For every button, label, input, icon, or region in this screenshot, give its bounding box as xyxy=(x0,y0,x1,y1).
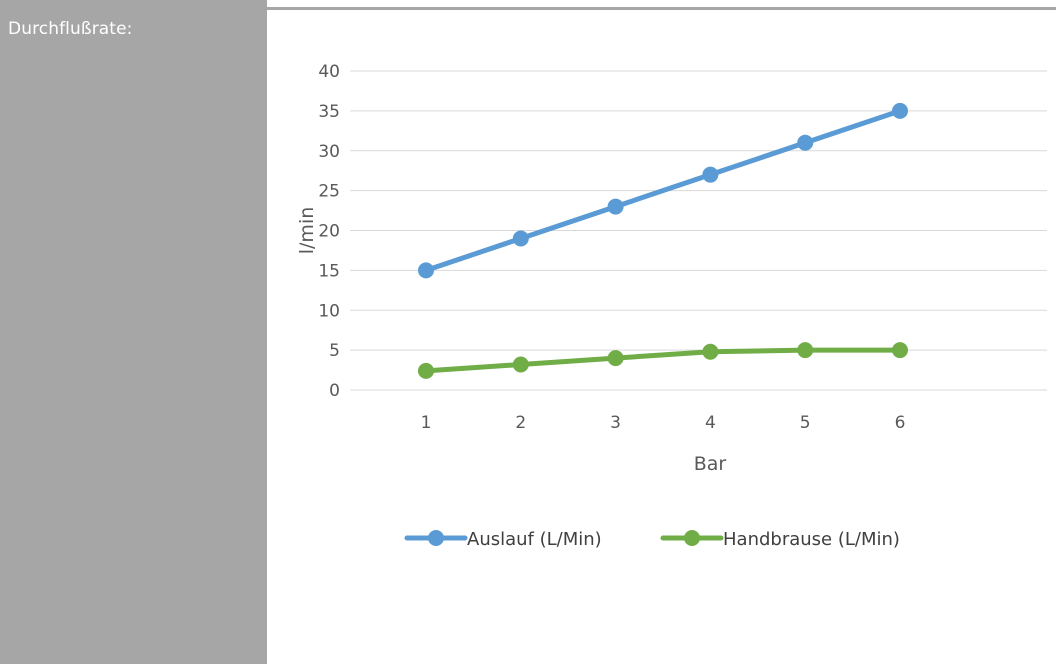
data-point xyxy=(418,362,434,379)
side-panel: Durchflußrate: xyxy=(0,0,267,664)
data-point xyxy=(418,262,434,279)
y-tick-label: 40 xyxy=(318,62,340,82)
y-tick-label: 30 xyxy=(318,142,340,162)
data-point xyxy=(892,102,908,119)
y-tick-label: 0 xyxy=(329,381,340,401)
data-point xyxy=(797,342,814,359)
x-tick-label: 3 xyxy=(610,413,621,433)
y-tick-label: 15 xyxy=(318,261,340,281)
y-tick-labels: 0 5 10 15 20 25 30 35 40 xyxy=(318,62,340,401)
y-tick-label: 5 xyxy=(329,341,340,361)
y-tick-label: 20 xyxy=(318,222,340,242)
x-tick-labels: 1 2 3 4 5 6 xyxy=(421,413,906,433)
y-tick-label: 10 xyxy=(318,301,340,321)
x-tick-label: 4 xyxy=(705,413,716,433)
y-tick-label: 25 xyxy=(318,182,340,202)
data-point xyxy=(892,342,908,359)
data-point xyxy=(702,343,719,360)
y-tick-label: 35 xyxy=(318,102,340,122)
legend: Auslauf (L/Min) Handbrause (L/Min) xyxy=(404,529,900,550)
gridlines xyxy=(350,70,1047,391)
y-axis-title: l/min xyxy=(296,207,318,255)
legend-swatch-marker xyxy=(684,530,700,546)
x-tick-label: 5 xyxy=(800,413,811,433)
series-line xyxy=(423,347,903,374)
line-chart: 0 5 10 15 20 25 30 35 40 1 2 3 4 5 6 l/min Bar Auslau… xyxy=(296,62,1047,550)
data-point xyxy=(607,198,624,215)
series-lines xyxy=(418,102,908,379)
series-line xyxy=(423,108,903,273)
data-point xyxy=(607,350,624,367)
top-divider xyxy=(267,7,1056,10)
legend-label: Handbrause (L/Min) xyxy=(723,529,900,550)
x-axis-title: Bar xyxy=(694,453,727,475)
x-tick-label: 2 xyxy=(515,413,526,433)
data-point xyxy=(512,356,529,373)
legend-label: Auslauf (L/Min) xyxy=(467,529,602,550)
chart-area: 0 5 10 15 20 25 30 35 40 1 2 3 4 5 6 l/min Bar Auslau… xyxy=(267,10,1056,664)
side-label: Durchflußrate: xyxy=(8,19,133,39)
x-tick-label: 6 xyxy=(895,413,906,433)
data-point xyxy=(702,166,719,183)
data-point xyxy=(512,230,529,247)
data-point xyxy=(797,134,814,151)
legend-swatch-marker xyxy=(428,530,444,546)
x-tick-label: 1 xyxy=(421,413,432,433)
